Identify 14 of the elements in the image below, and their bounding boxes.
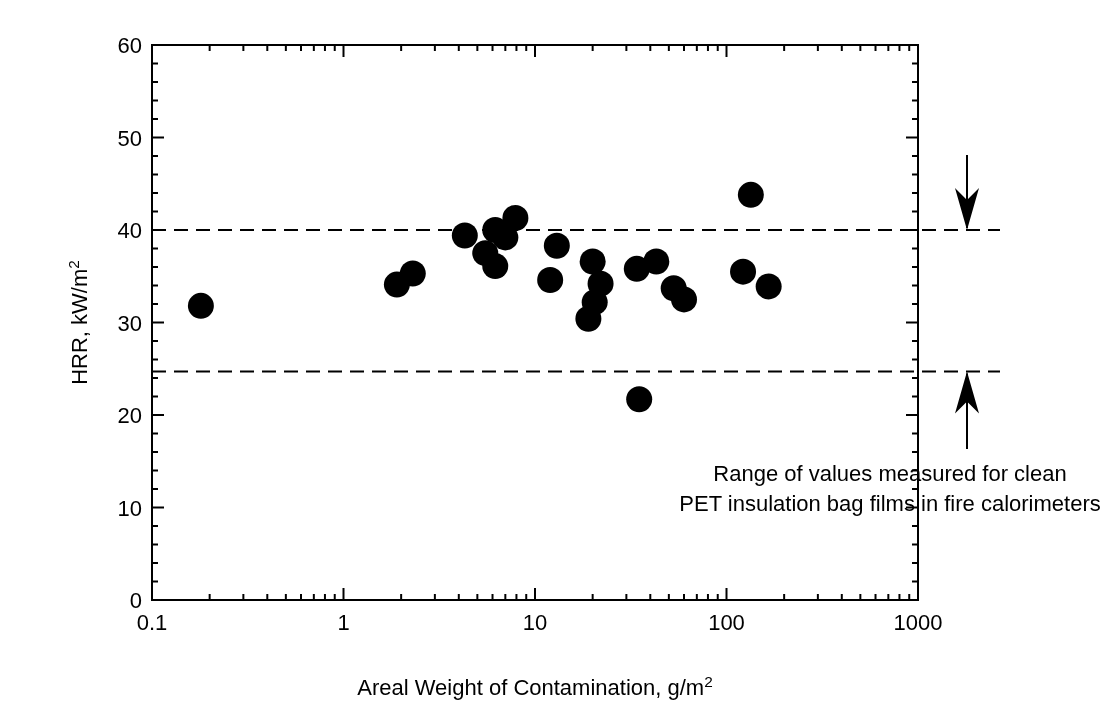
x-axis-title: Areal Weight of Contamination, g/m$^{2}$ (357, 672, 713, 700)
y-tick-label: 60 (117, 33, 142, 58)
x-tick-label: 10 (522, 610, 548, 635)
annotation: PET insulation bag films in fire calorimeters (679, 491, 1101, 516)
y-tick-label: 50 (117, 125, 142, 151)
x-tick-label: 1 (337, 610, 350, 635)
x-tick-label: 1000 (893, 610, 943, 635)
y-tick-label: 30 (117, 310, 142, 336)
y-tick-label: 0 (129, 588, 142, 613)
x-tick-label: 100 (708, 610, 745, 635)
x-tick-label: 0.1 (136, 610, 168, 635)
y-tick-label: 20 (117, 403, 142, 428)
y-tick-label: 10 (117, 495, 142, 521)
y-tick-label: 40 (117, 218, 142, 243)
